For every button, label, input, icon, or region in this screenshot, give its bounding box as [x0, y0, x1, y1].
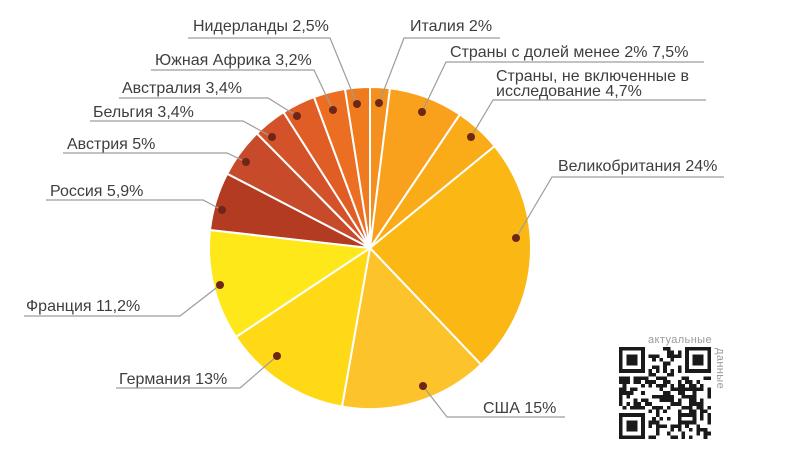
leader-dot-russia [218, 206, 226, 214]
qr-block: актуальные данные [618, 334, 730, 446]
pie-slice-netherlands [344, 86, 371, 249]
leader-line-germany [116, 355, 278, 389]
pie-slice-usa [341, 247, 482, 411]
leader-line-russia [46, 199, 223, 211]
leader-dot-south-africa [329, 106, 337, 114]
slice-label-under-2-percent: Страны с долей менее 2% 7,5% [450, 44, 688, 61]
slice-label-netherlands: Нидерланды 2,5% [193, 18, 329, 35]
leader-dot-germany [273, 352, 281, 360]
leader-line-netherlands [188, 37, 358, 105]
leader-line-italy [378, 37, 500, 104]
pie-slice-france [208, 229, 371, 338]
pie-slice-uk [369, 145, 532, 366]
slice-label-france: Франция 11,2% [26, 298, 140, 315]
slice-label-not-included: исследование 4,7% [496, 83, 642, 100]
leader-line-france [24, 284, 221, 317]
leader-dot-italy [375, 99, 383, 107]
qr-modules [619, 347, 711, 439]
qr-caption-side: данные [714, 348, 726, 390]
slice-label-australia: Австралия 3,4% [122, 80, 242, 97]
leader-line-uk [515, 176, 724, 239]
slice-label-russia: Россия 5,9% [50, 183, 143, 200]
qr-code [619, 347, 711, 439]
leader-line-south-africa [151, 69, 334, 111]
leader-line-usa [422, 385, 565, 418]
qr-finder-core-2 [626, 420, 638, 432]
leader-line-not-included [470, 99, 706, 138]
leader-dot-usa [419, 382, 427, 390]
leader-dot-under-2-percent [418, 108, 426, 116]
leader-dot-australia [293, 112, 301, 120]
leader-dot-belgium [268, 133, 276, 141]
leader-line-belgium [90, 120, 273, 138]
slice-label-germany: Германия 13% [119, 371, 227, 388]
slice-label-italy: Италия 2% [410, 18, 492, 35]
leader-line-under-2-percent [421, 61, 704, 113]
leader-dot-netherlands [353, 100, 361, 108]
pie-slice-germany [234, 247, 371, 408]
slice-label-not-included: Страны, не включенные в [496, 68, 689, 85]
qr-finder-core-0 [626, 354, 638, 366]
slice-label-south-africa: Южная Африка 3,2% [155, 52, 312, 69]
leader-dot-uk [512, 234, 520, 242]
qr-finder-core-1 [692, 354, 704, 366]
slice-label-uk: Великобритания 24% [558, 158, 717, 175]
slice-label-belgium: Бельгия 3,4% [93, 104, 194, 121]
leader-dot-not-included [467, 133, 475, 141]
slice-label-usa: США 15% [483, 400, 556, 417]
leader-line-australia [119, 97, 298, 117]
slice-label-austria: Австрия 5% [67, 136, 155, 153]
leader-dot-france [216, 281, 224, 289]
qr-caption-top: актуальные [648, 334, 712, 346]
leader-line-austria [63, 152, 247, 163]
leader-dot-austria [242, 158, 250, 166]
